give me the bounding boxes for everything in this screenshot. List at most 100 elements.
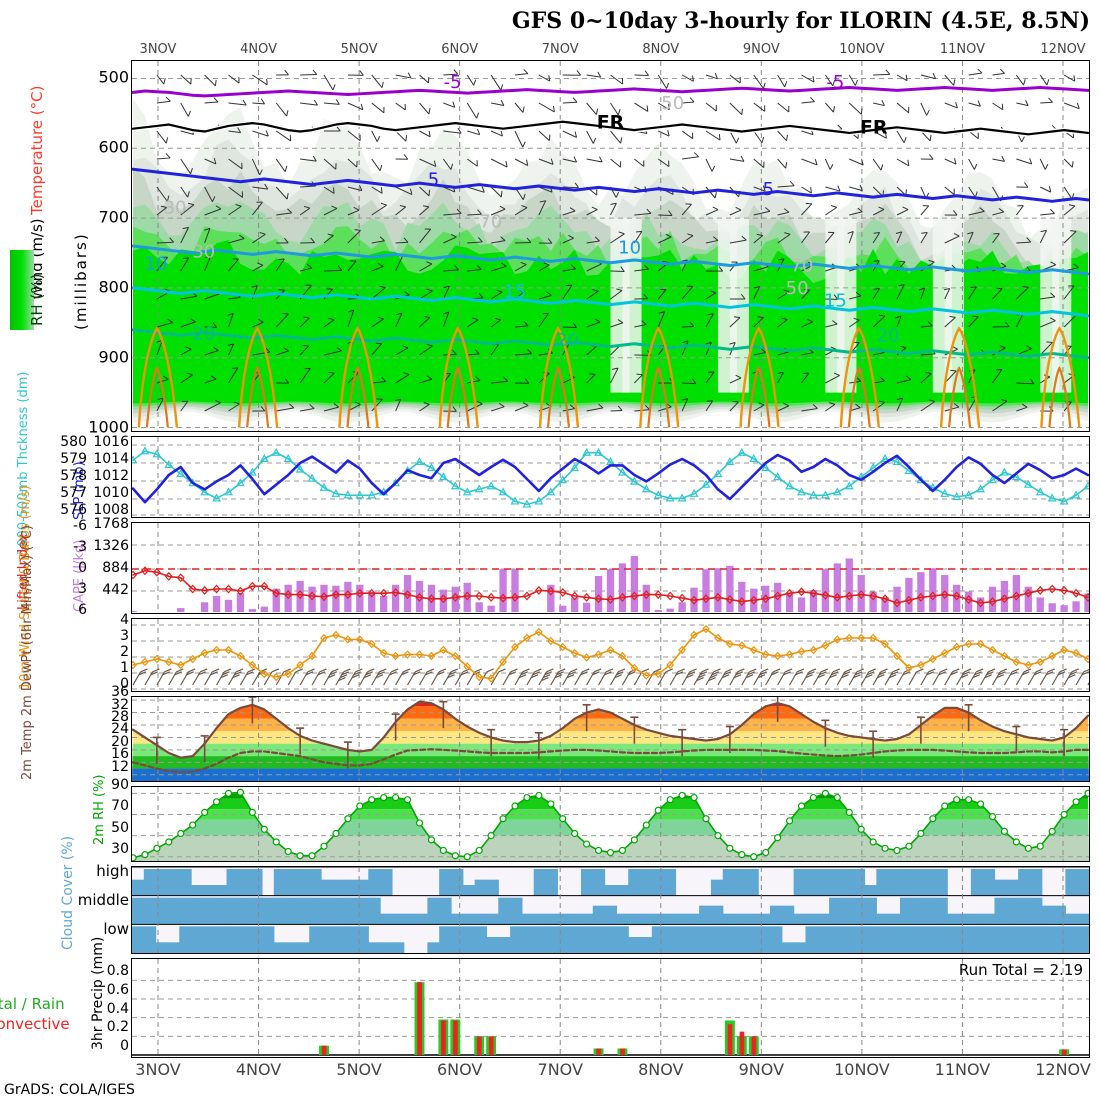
cloud-row-high: high (96, 862, 129, 881)
upper-ytick-900: 900 (98, 347, 129, 367)
bottom-tick-9nov: 9NOV (738, 1060, 785, 1079)
upper-temperature-legend: Temperature (°C) (28, 85, 46, 215)
precip-total-label: Total / Rain (0, 995, 65, 1013)
bottom-tick-8nov: 8NOV (638, 1060, 684, 1079)
contour-label: 50 (786, 278, 809, 299)
rh2m-ytick-50: 50 (111, 819, 129, 836)
temp2m-ytick-20: 20 (111, 733, 129, 750)
li-ytick-6: 6 (78, 602, 87, 618)
li-ytick-3: 3 (78, 581, 87, 597)
contour-label: 20 (192, 323, 215, 344)
li-ytick--3: -3 (73, 539, 87, 555)
thickness-ytick-579: 579 (60, 451, 87, 467)
top-tick-8nov: 8NOV (642, 42, 680, 57)
slp-thickness-panel[interactable] (131, 436, 1090, 518)
slp-ytick-1012: 1012 (93, 468, 129, 484)
slp-ytick-1008: 1008 (93, 502, 129, 518)
temp2m-ytick-32: 32 (111, 696, 129, 713)
upper-ytick-1000: 1000 (88, 417, 129, 436)
cape-ytick-1326: 1326 (93, 538, 129, 554)
wind10m-ytick-1: 1 (120, 660, 129, 676)
run-total-label: Run Total = 2.19 (958, 961, 1083, 979)
contour-label: 15 (824, 290, 847, 311)
precip-panel[interactable]: Run Total = 2.19 (131, 958, 1090, 1058)
thickness-ytick-580: 580 (60, 434, 87, 450)
cloud-row-low: low (103, 919, 129, 938)
thickness-ytick-577: 577 (60, 485, 87, 501)
precip-ytick-0: 0 (120, 1038, 129, 1054)
page-title: GFS 0~10day 3-hourly for ILORIN (4.5E, 8… (511, 8, 1090, 34)
bottom-tick-12nov: 12NOV (1035, 1060, 1091, 1079)
li-ytick--6: -6 (73, 518, 87, 534)
bottom-tick-7nov: 7NOV (537, 1060, 583, 1079)
bottom-tick-4nov: 4NOV (235, 1060, 282, 1079)
contour-label: 15 (503, 281, 526, 302)
precip-ytick-0.6: 0.6 (106, 982, 129, 998)
bottom-tick-6nov: 6NOV (436, 1060, 483, 1079)
temp2m-ytick-12: 12 (111, 758, 129, 775)
upper-rh-legend: RH (%) (28, 273, 46, 326)
thickness-ytick-578: 578 (60, 468, 87, 484)
wind10m-ytick-4: 4 (120, 612, 129, 628)
top-tick-11nov: 11NOV (939, 42, 986, 57)
upper-ytick-600: 600 (98, 137, 129, 157)
slp-ytick-1016: 1016 (93, 434, 129, 450)
top-tick-4nov: 4NOV (240, 42, 277, 57)
precip-convective-label: Convective (0, 1015, 70, 1033)
precip-ytick-0.8: 0.8 (106, 963, 129, 980)
top-tick-12nov: 12NOV (1040, 42, 1086, 57)
contour-label: 30 (164, 198, 187, 219)
precip-ytick-0.4: 0.4 (106, 1000, 129, 1017)
li-ytick-0: 0 (78, 560, 87, 576)
cloud-cover-panel[interactable] (131, 866, 1090, 954)
bottom-tick-3nov: 3NOV (135, 1060, 181, 1079)
contour-label: 30 (192, 242, 215, 263)
footer-credit: GrADS: COLA/IGES (4, 1082, 135, 1098)
contour-label: -5 (444, 72, 462, 93)
contour-label: 10 (144, 253, 167, 274)
cape-lifted-index-panel[interactable] (131, 522, 1090, 614)
cape-ytick-884: 884 (102, 560, 129, 576)
top-tick-7nov: 7NOV (541, 42, 579, 57)
contour-label: 70 (479, 212, 502, 233)
bottom-tick-10nov: 10NOV (834, 1060, 890, 1079)
slp-ytick-1014: 1014 (93, 451, 129, 467)
bottom-tick-5nov: 5NOV (336, 1060, 382, 1079)
upper-ytick-700: 700 (98, 207, 129, 227)
top-tick-10nov: 10NOV (839, 42, 885, 57)
temp2m-panel[interactable] (131, 696, 1090, 782)
rh2m-ytick-30: 30 (111, 840, 129, 857)
contour-label: 5 (763, 179, 774, 200)
temp2m-ytick-36: 36 (111, 684, 129, 701)
contour-label: FR (860, 116, 888, 138)
wind10m-panel[interactable] (131, 618, 1090, 692)
contour-label: 20 (556, 330, 579, 351)
temp2m-ytick-28: 28 (111, 709, 129, 725)
rh-legend-swatch: RH (%) (10, 250, 46, 330)
rh2m-ytick-90: 90 (111, 777, 129, 794)
rh2m-panel[interactable] (131, 786, 1090, 862)
wind10m-ytick-0: 0 (120, 676, 129, 692)
bottom-tick-11nov: 11NOV (934, 1060, 991, 1079)
upper-ytick-800: 800 (98, 277, 129, 297)
cloud-row-middle: middle (77, 891, 129, 909)
wind10m-ytick-3: 3 (120, 628, 129, 644)
contour-label: 5 (428, 170, 439, 191)
contour-label: 10 (618, 237, 641, 258)
temp2m-ytick-24: 24 (111, 721, 129, 738)
top-tick-9nov: 9NOV (742, 42, 780, 57)
top-tick-6nov: 6NOV (441, 42, 479, 57)
wind10m-ytick-2: 2 (120, 644, 129, 660)
contour-label: 70 (790, 256, 813, 277)
temp2m-ytick-16: 16 (111, 746, 129, 763)
precip-ytick-0.2: 0.2 (106, 1019, 129, 1036)
cape-ytick-442: 442 (102, 582, 129, 598)
top-tick-3nov: 3NOV (139, 42, 177, 57)
slp-ytick-1010: 1010 (93, 485, 129, 501)
upper-air-panel[interactable]: -5 -5 5 5 10 10 15 15 20 20 20 30 30 50 50 70 70 FR FR (131, 60, 1090, 432)
top-tick-5nov: 5NOV (340, 42, 378, 57)
contour-label: -5 (826, 72, 844, 93)
cape-ytick-1768: 1768 (93, 516, 129, 532)
contour-label: FR (597, 111, 625, 133)
contour-label: 20 (877, 325, 900, 346)
